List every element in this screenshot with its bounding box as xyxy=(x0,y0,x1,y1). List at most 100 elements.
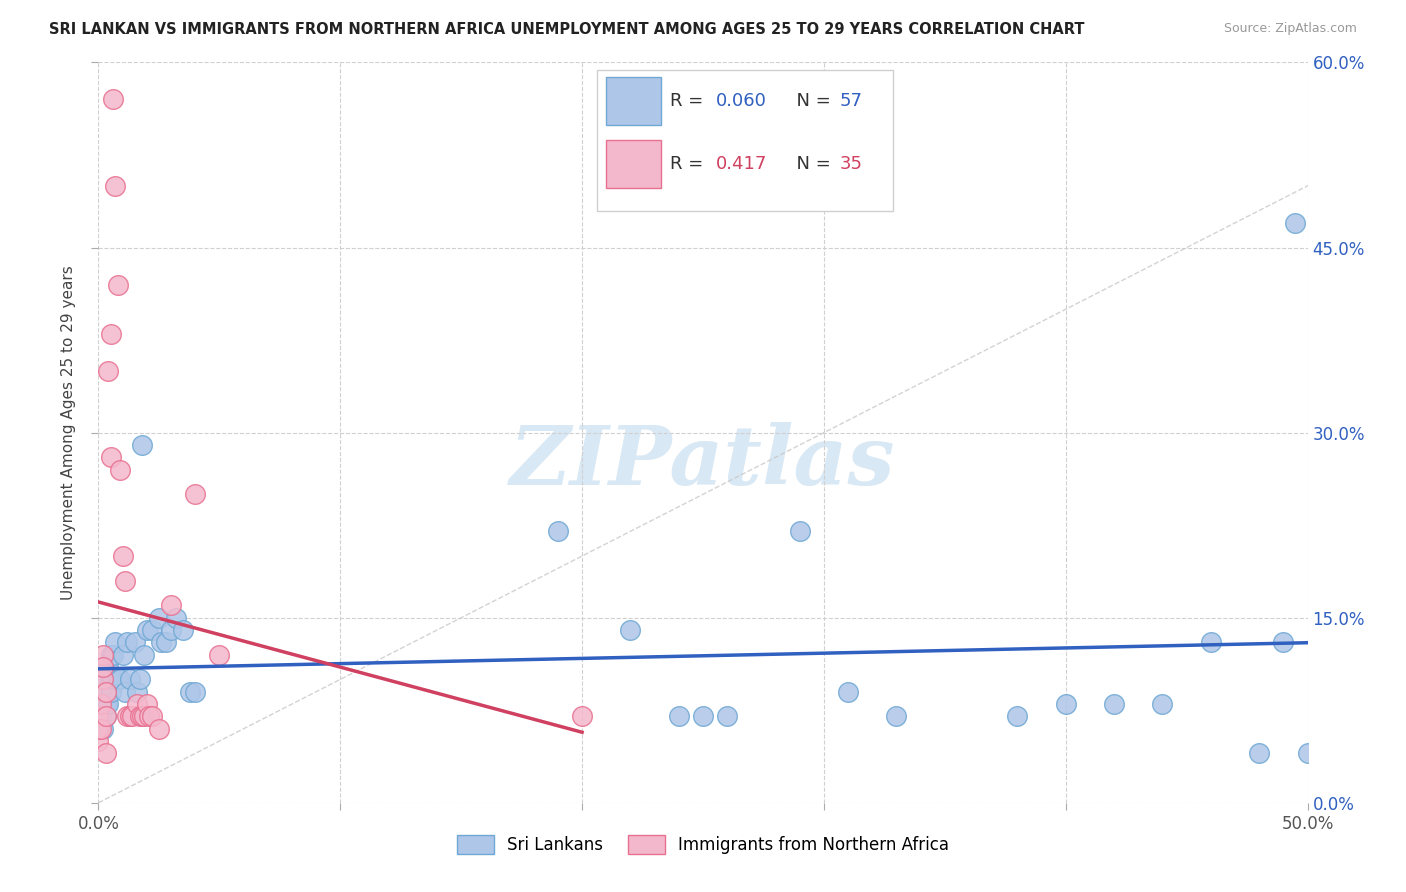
Point xyxy=(619,623,641,637)
Point xyxy=(87,697,110,711)
Point xyxy=(131,438,153,452)
Point xyxy=(184,487,207,501)
Point xyxy=(90,722,112,736)
Point xyxy=(91,660,114,674)
Point xyxy=(100,648,122,662)
Point xyxy=(107,277,129,292)
Point xyxy=(94,685,117,699)
Text: Source: ZipAtlas.com: Source: ZipAtlas.com xyxy=(1223,22,1357,36)
Point xyxy=(91,648,114,662)
Point xyxy=(111,648,134,662)
Point xyxy=(91,722,114,736)
Point xyxy=(141,623,163,637)
Point xyxy=(108,462,131,476)
Point xyxy=(118,673,141,687)
Text: R =: R = xyxy=(671,155,710,173)
FancyBboxPatch shape xyxy=(606,140,661,188)
Point xyxy=(114,685,136,699)
Point xyxy=(716,709,738,723)
Point xyxy=(1284,216,1306,230)
FancyBboxPatch shape xyxy=(606,78,661,126)
Point xyxy=(124,635,146,649)
Point xyxy=(131,709,153,723)
Point xyxy=(121,709,143,723)
Point xyxy=(90,709,112,723)
Point xyxy=(118,709,141,723)
Point xyxy=(117,709,139,723)
Text: SRI LANKAN VS IMMIGRANTS FROM NORTHERN AFRICA UNEMPLOYMENT AMONG AGES 25 TO 29 Y: SRI LANKAN VS IMMIGRANTS FROM NORTHERN A… xyxy=(49,22,1084,37)
Point xyxy=(692,709,714,723)
Point xyxy=(94,709,117,723)
Point xyxy=(1054,697,1077,711)
Point xyxy=(108,673,131,687)
Point xyxy=(208,648,231,662)
Point xyxy=(101,92,124,106)
Point xyxy=(127,685,149,699)
Point xyxy=(1007,709,1029,723)
Point xyxy=(94,697,117,711)
Point xyxy=(155,635,177,649)
Point xyxy=(571,709,593,723)
Legend: Sri Lankans, Immigrants from Northern Africa: Sri Lankans, Immigrants from Northern Af… xyxy=(450,829,956,861)
Point xyxy=(104,178,127,193)
Text: N =: N = xyxy=(785,92,837,111)
Point xyxy=(150,635,173,649)
Point xyxy=(128,673,150,687)
Point xyxy=(91,673,114,687)
Point xyxy=(97,660,120,674)
Point xyxy=(94,747,117,761)
Point xyxy=(1296,747,1319,761)
Point xyxy=(1199,635,1222,649)
Point xyxy=(135,697,157,711)
Point xyxy=(87,673,110,687)
Text: 0.060: 0.060 xyxy=(716,92,768,111)
Point xyxy=(97,364,120,378)
Point xyxy=(91,673,114,687)
Point xyxy=(179,685,201,699)
Y-axis label: Unemployment Among Ages 25 to 29 years: Unemployment Among Ages 25 to 29 years xyxy=(60,265,76,600)
Point xyxy=(789,524,811,539)
Point xyxy=(100,673,122,687)
Point xyxy=(117,635,139,649)
Point xyxy=(172,623,194,637)
Point xyxy=(114,574,136,588)
Point xyxy=(87,734,110,748)
Point xyxy=(1249,747,1271,761)
Point xyxy=(148,610,170,624)
Point xyxy=(100,685,122,699)
Point xyxy=(97,697,120,711)
Point xyxy=(87,722,110,736)
Point xyxy=(94,685,117,699)
Point xyxy=(668,709,690,723)
Point xyxy=(101,673,124,687)
Point xyxy=(101,648,124,662)
Text: R =: R = xyxy=(671,92,710,111)
Point xyxy=(94,709,117,723)
Point xyxy=(111,549,134,563)
Point xyxy=(165,610,187,624)
Point xyxy=(87,709,110,723)
Point xyxy=(104,635,127,649)
Point xyxy=(91,697,114,711)
Point xyxy=(160,623,183,637)
Point xyxy=(141,709,163,723)
Point xyxy=(87,722,110,736)
Point xyxy=(1272,635,1295,649)
Point xyxy=(107,673,129,687)
Text: 35: 35 xyxy=(839,155,863,173)
Point xyxy=(90,697,112,711)
Point xyxy=(160,599,183,613)
Point xyxy=(837,685,859,699)
Text: ZIPatlas: ZIPatlas xyxy=(510,422,896,502)
Point xyxy=(1102,697,1125,711)
Point xyxy=(886,709,908,723)
Point xyxy=(134,709,156,723)
Point xyxy=(127,697,149,711)
Point xyxy=(148,722,170,736)
Text: 57: 57 xyxy=(839,92,863,111)
Point xyxy=(100,450,122,465)
Point xyxy=(1152,697,1174,711)
Point xyxy=(547,524,569,539)
Point xyxy=(135,623,157,637)
Point xyxy=(134,648,156,662)
